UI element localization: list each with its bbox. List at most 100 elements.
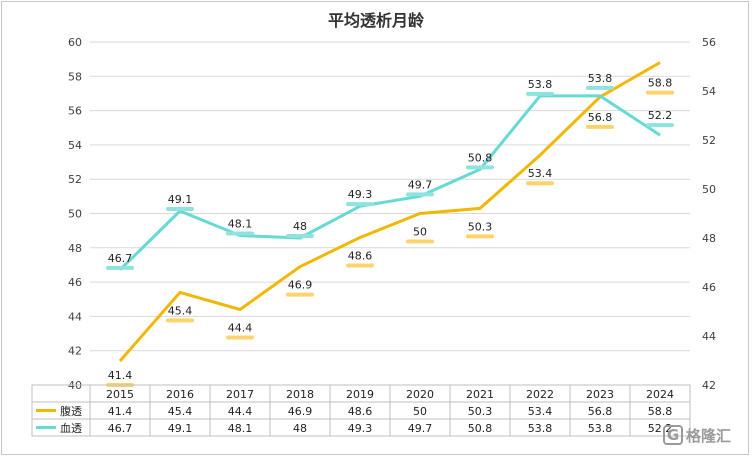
table-cell: 49.7 <box>408 422 433 435</box>
watermark: G 格隆汇 <box>663 425 731 445</box>
category-label: 2022 <box>526 388 554 401</box>
table-cell: 48 <box>293 422 307 435</box>
series-line-1 <box>118 61 661 362</box>
data-label-血透: 49.7 <box>408 178 433 191</box>
table-cell: 41.4 <box>108 405 133 418</box>
right-tick-label: 44 <box>702 330 716 343</box>
table-cell: 49.3 <box>348 422 373 435</box>
right-tick-label: 50 <box>702 183 716 196</box>
label-underline <box>226 231 254 236</box>
label-underline <box>646 123 674 128</box>
category-label: 2019 <box>346 388 374 401</box>
category-label: 2023 <box>586 388 614 401</box>
left-tick-label: 50 <box>68 208 82 221</box>
data-label-血透: 52.2 <box>648 109 673 122</box>
data-label-腹透: 58.8 <box>648 77 673 90</box>
right-tick-label: 46 <box>702 281 716 294</box>
label-underline <box>526 91 554 96</box>
watermark-text: 格隆汇 <box>686 427 731 445</box>
table-cell: 48.1 <box>228 422 253 435</box>
data-labels: 41.4 45.4 44.4 46.9 48.6 50 50.3 53.4 56.8 58.8 46… <box>106 72 674 387</box>
left-tick-label: 44 <box>68 310 82 323</box>
data-table: 2015 2016 2017 2018 2019 2020 2021 2022 2023 2024… <box>31 384 691 437</box>
label-underline <box>466 165 494 170</box>
right-tick-label: 56 <box>702 36 716 49</box>
label-underline <box>226 335 254 340</box>
label-underline <box>526 181 554 186</box>
category-label: 2017 <box>226 388 254 401</box>
series-line-2 <box>118 94 661 271</box>
label-underline <box>286 292 314 297</box>
data-label-腹透: 50 <box>413 226 427 239</box>
data-label-腹透: 50.3 <box>468 220 493 233</box>
left-tick-label: 52 <box>68 173 82 186</box>
left-tick-label: 58 <box>68 70 82 83</box>
legend-label: 血透 <box>60 421 82 435</box>
left-tick-label: 60 <box>68 36 82 49</box>
data-label-腹透: 46.9 <box>288 279 313 292</box>
table-cell: 49.1 <box>168 422 193 435</box>
data-label-腹透: 53.4 <box>528 167 553 180</box>
data-label-血透: 48 <box>293 220 307 233</box>
chart-title: 平均透析月龄 <box>328 11 425 30</box>
table-cell: 45.4 <box>168 405 193 418</box>
label-underline <box>286 234 314 238</box>
data-label-血透: 49.1 <box>168 193 193 206</box>
right-axis-ticks: 42 44 46 48 50 52 54 56 <box>702 36 716 392</box>
right-tick-label: 42 <box>702 379 716 392</box>
table-cell: 50.3 <box>468 405 493 418</box>
left-tick-label: 46 <box>68 276 82 289</box>
left-tick-label: 42 <box>68 345 82 358</box>
table-cell: 53.4 <box>528 405 553 418</box>
table-cell: 44.4 <box>228 405 253 418</box>
data-label-血透: 48.1 <box>228 218 253 231</box>
data-label-血透: 49.3 <box>348 188 373 201</box>
table-cell: 58.8 <box>648 405 673 418</box>
table-cell: 50 <box>413 405 427 418</box>
label-underline <box>106 265 134 270</box>
category-label: 2020 <box>406 388 434 401</box>
category-label: 2016 <box>166 388 194 401</box>
table-cell: 56.8 <box>588 405 613 418</box>
label-underline <box>586 124 614 129</box>
table-cell: 46.9 <box>288 405 313 418</box>
label-underline <box>646 90 674 95</box>
table-cell: 48.6 <box>348 405 373 418</box>
watermark-logo-letter: G <box>667 426 679 444</box>
label-underline <box>466 234 494 239</box>
data-label-血透: 53.8 <box>588 72 613 85</box>
label-underline <box>406 239 434 244</box>
category-label: 2021 <box>466 388 494 401</box>
label-underline <box>346 263 374 268</box>
data-label-腹透: 56.8 <box>588 111 613 124</box>
watermark-logo-icon <box>663 425 683 445</box>
right-tick-label: 48 <box>702 232 716 245</box>
label-underline <box>166 207 194 212</box>
left-tick-label: 54 <box>68 139 82 152</box>
data-label-腹透: 45.4 <box>168 304 193 317</box>
legend-label: 腹透 <box>60 404 82 418</box>
left-tick-label: 48 <box>68 242 82 255</box>
data-label-血透: 53.8 <box>528 78 553 91</box>
data-label-腹透: 44.4 <box>228 322 253 335</box>
table-cell: 53.8 <box>588 422 613 435</box>
label-underline <box>346 202 374 207</box>
right-tick-label: 54 <box>702 85 716 98</box>
right-tick-label: 52 <box>702 134 716 147</box>
table-cell: 53.8 <box>528 422 553 435</box>
category-label: 2015 <box>106 388 134 401</box>
left-tick-label: 56 <box>68 105 82 118</box>
gridlines <box>90 41 690 386</box>
label-underline <box>166 318 194 323</box>
data-label-血透: 46.7 <box>108 252 133 265</box>
data-label-腹透: 41.4 <box>108 369 133 382</box>
category-label: 2024 <box>646 388 674 401</box>
label-underline <box>586 85 614 90</box>
data-label-腹透: 48.6 <box>348 250 373 263</box>
table-cell: 46.7 <box>108 422 133 435</box>
data-label-血透: 50.8 <box>468 151 493 164</box>
label-underline <box>406 192 434 197</box>
